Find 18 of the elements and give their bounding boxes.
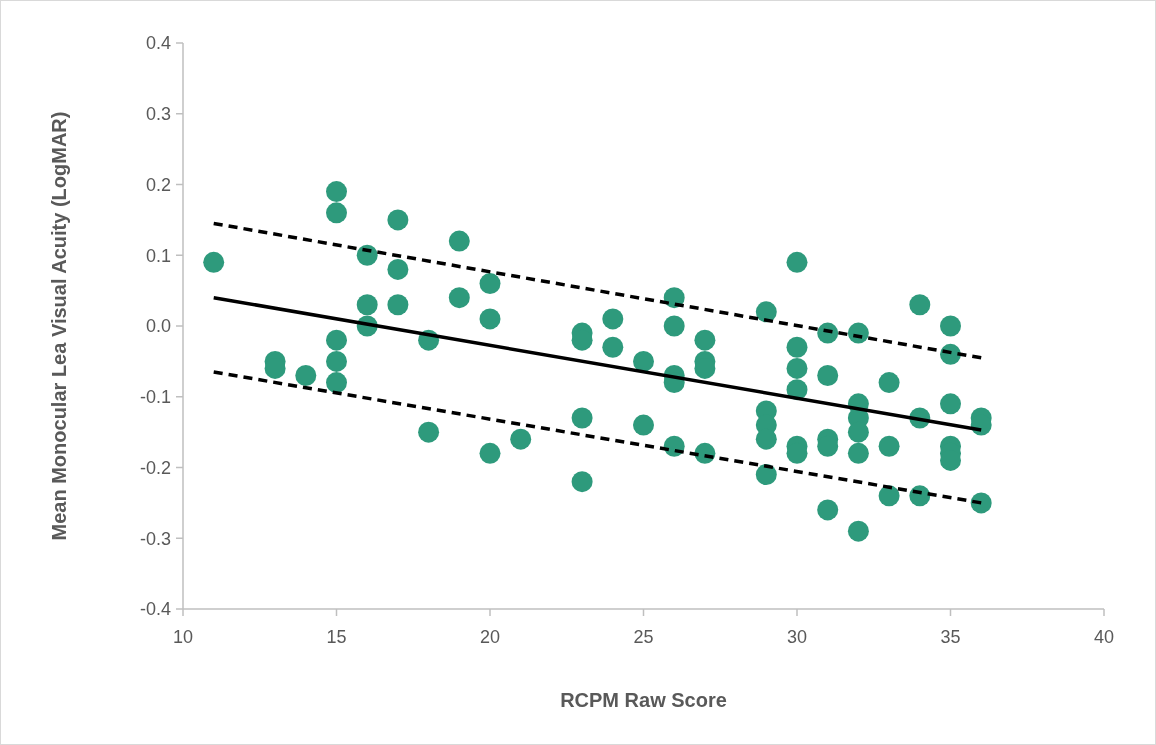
x-tick-label: 40 [1093,627,1115,647]
y-tick-label: 0.3 [145,104,171,125]
y-tick-label: 0.0 [145,316,171,337]
x-axis-title: RCPM Raw Score [560,689,727,711]
y-tick-label: 0.1 [145,245,171,266]
y-tick-label: 0.4 [145,33,171,54]
x-tick-label: 10 [172,627,194,647]
x-tick-label: 25 [633,627,654,647]
y-tick-label: 0.2 [145,174,171,195]
x-tick-label: 20 [479,627,501,647]
x-tick-label: 35 [940,627,961,647]
x-tick-label: 15 [326,627,347,647]
y-tick-label: -0.3 [139,528,171,549]
y-tick-label: -0.4 [139,599,171,620]
x-tick-label: 30 [786,627,808,647]
y-tick-label: -0.1 [139,387,171,408]
y-axis-title: Mean Monocular Lea Visual Acuity (LogMAR) [48,111,70,541]
y-tick-label: -0.2 [139,457,171,478]
